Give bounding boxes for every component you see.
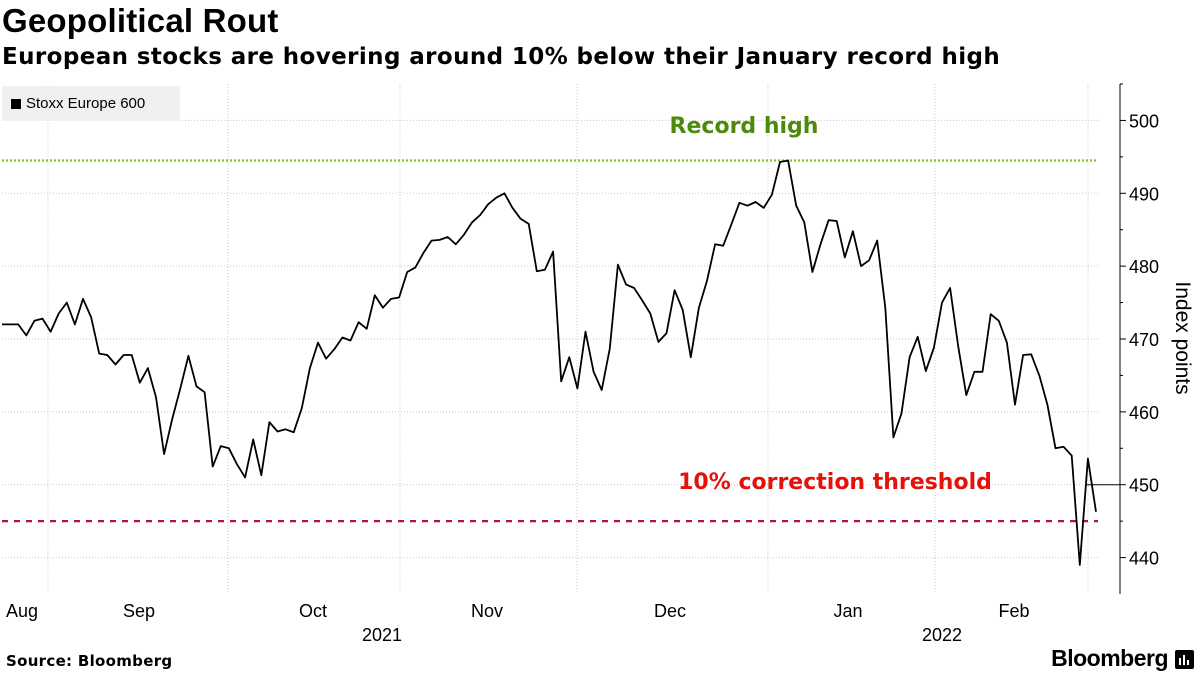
brand-wordmark: Bloomberg: [1051, 645, 1168, 671]
chart-title: Geopolitical Rout: [2, 2, 279, 39]
y-tick-label: 460: [1129, 403, 1159, 423]
x-tick-label: Sep: [123, 601, 155, 621]
legend-swatch: [11, 98, 21, 109]
x-tick-label: Jan: [833, 601, 862, 621]
y-tick-label: 490: [1129, 184, 1159, 204]
x-tick-label: Feb: [998, 601, 1029, 621]
y-tick-label: 450: [1129, 476, 1159, 496]
legend: Stoxx Europe 600: [2, 86, 180, 121]
x-tick-label: Oct: [299, 601, 327, 621]
x-year-label: 2022: [922, 625, 962, 645]
legend-label: Stoxx Europe 600: [26, 95, 146, 112]
bloomberg-terminal-icon: [1175, 650, 1194, 669]
x-tick-label: Aug: [6, 601, 38, 621]
y-tick-label: 500: [1129, 111, 1159, 131]
y-tick-label: 480: [1129, 257, 1159, 277]
record-high-label: Record high: [670, 114, 819, 139]
source-note: Source: Bloomberg: [6, 652, 173, 670]
y-tick-label: 470: [1129, 330, 1159, 350]
x-year-label: 2021: [362, 625, 402, 645]
x-tick-label: Dec: [654, 601, 686, 621]
y-axis-title: Index points: [1171, 281, 1194, 394]
y-tick-label: 440: [1129, 549, 1159, 569]
correction-threshold-label: 10% correction threshold: [678, 470, 992, 495]
series-line-stoxx-europe-600: [2, 159, 1097, 566]
x-tick-label: Nov: [471, 601, 503, 621]
chart-subtitle: European stocks are hovering around 10% …: [2, 44, 1001, 70]
